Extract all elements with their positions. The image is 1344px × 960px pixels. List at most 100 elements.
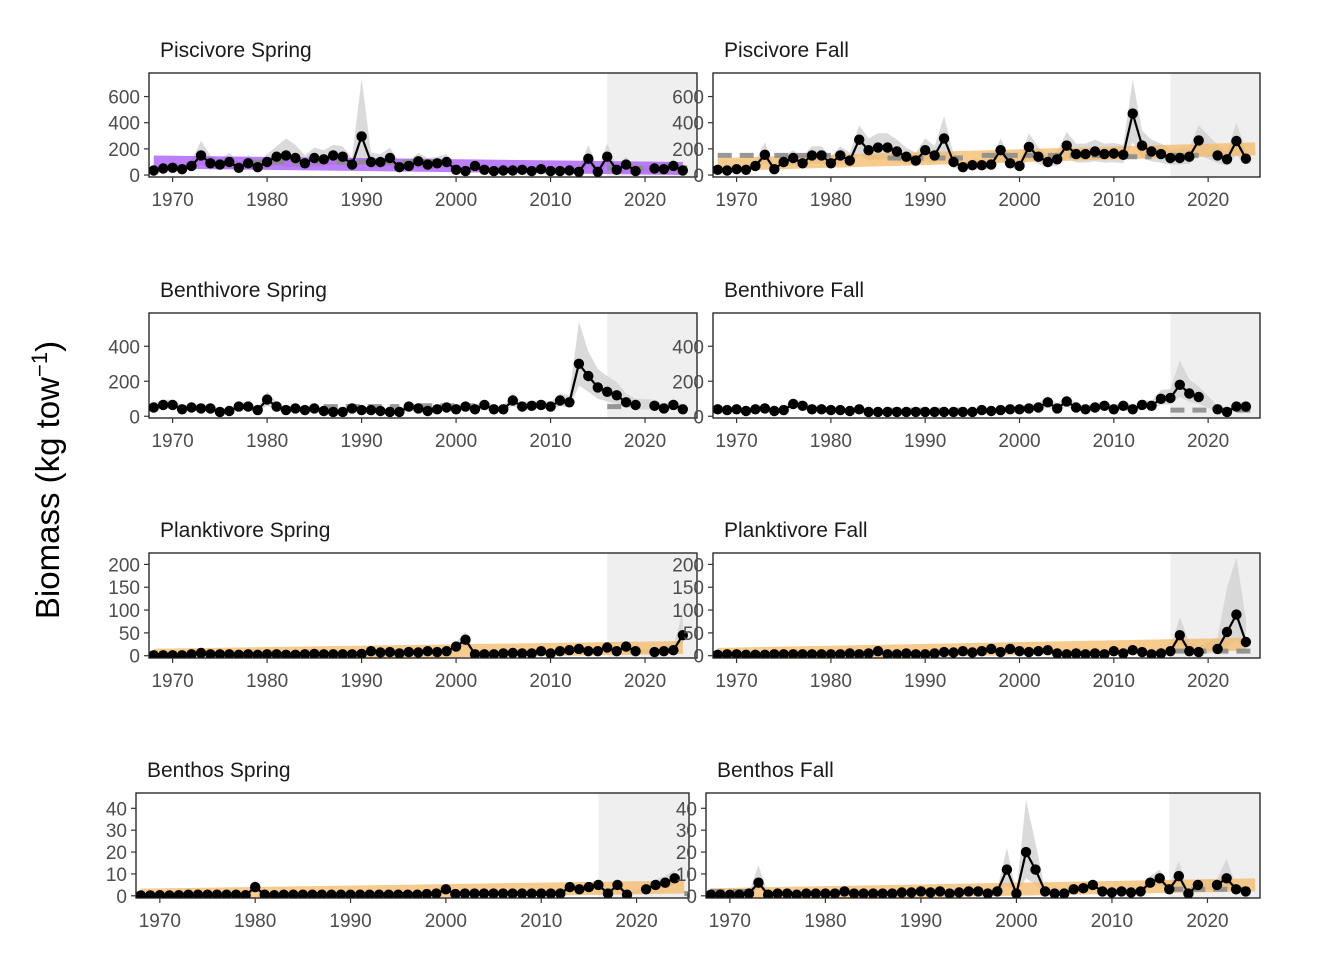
y-axis-title: Biomass (kg tow−1) — [27, 341, 66, 619]
data-point — [995, 646, 1006, 658]
data-point — [413, 647, 424, 658]
data-point — [1099, 400, 1110, 411]
data-point — [713, 164, 723, 175]
data-point — [872, 646, 884, 657]
panel-border — [712, 72, 1261, 178]
data-point — [318, 405, 329, 417]
data-point — [318, 154, 329, 165]
panel: Piscivore Fall 0 200 400 600 1970 1980 1990 2000… — [672, 39, 1261, 211]
data-point — [535, 399, 547, 411]
data-point — [394, 162, 405, 173]
data-point — [891, 146, 903, 157]
data-point — [1014, 160, 1025, 172]
data-point — [233, 401, 244, 412]
data-point — [986, 405, 997, 417]
y-tick-label: 100 — [108, 601, 140, 622]
data-point — [299, 158, 311, 169]
data-point — [901, 406, 912, 418]
data-point — [854, 134, 865, 145]
data-point — [403, 401, 414, 412]
data-point — [906, 887, 917, 898]
data-point — [1154, 873, 1165, 884]
x-tick-label: 2000 — [435, 190, 477, 211]
data-point — [1042, 645, 1054, 656]
data-point — [887, 888, 898, 898]
x-tick-label: 1980 — [810, 431, 852, 452]
data-point — [806, 150, 818, 161]
data-point — [1146, 400, 1157, 411]
data-point — [1127, 645, 1138, 656]
data-point — [891, 649, 903, 658]
y-tick-label: 200 — [672, 372, 704, 393]
data-point — [307, 889, 318, 898]
data-point — [154, 890, 165, 898]
data-point — [205, 649, 216, 658]
data-point — [450, 164, 462, 175]
x-tick-label: 2010 — [529, 431, 571, 452]
data-point — [816, 150, 827, 161]
data-point — [658, 646, 670, 657]
y-tick-label: 400 — [108, 337, 140, 358]
data-point — [394, 406, 405, 418]
data-point — [158, 163, 169, 174]
panel-plot-area — [149, 313, 697, 418]
data-point — [1089, 648, 1101, 658]
data-point — [1125, 887, 1137, 898]
data-point — [1146, 146, 1157, 157]
data-point — [592, 646, 603, 657]
data-point — [677, 404, 688, 415]
x-tick-label: 1980 — [234, 911, 276, 932]
data-point — [536, 888, 547, 898]
data-point — [788, 649, 799, 658]
x-tick-label: 1970 — [151, 431, 193, 452]
data-point — [612, 879, 623, 891]
data-point — [337, 151, 348, 162]
data-point — [278, 889, 289, 898]
data-point — [441, 646, 452, 657]
data-point — [1231, 401, 1242, 412]
data-point — [948, 156, 959, 168]
data-point — [982, 888, 993, 898]
data-point — [365, 156, 377, 168]
y-tick-label: 200 — [108, 555, 140, 576]
x-tick-label: 2010 — [1093, 671, 1135, 692]
data-point — [1014, 404, 1025, 415]
data-point — [920, 145, 931, 156]
data-point — [611, 646, 622, 657]
y-tick-label: 200 — [108, 372, 140, 393]
data-point — [602, 151, 613, 162]
data-point — [602, 642, 613, 653]
data-point — [1155, 648, 1167, 658]
data-point — [630, 646, 641, 657]
data-point — [1193, 646, 1204, 658]
data-point — [863, 648, 874, 658]
data-point — [214, 649, 226, 658]
data-point — [564, 881, 575, 893]
data-point — [145, 890, 156, 898]
y-tick-label: 40 — [106, 799, 127, 820]
data-point — [564, 645, 575, 656]
y-tick-label: 0 — [693, 647, 704, 668]
data-point — [621, 889, 633, 898]
data-point — [882, 142, 893, 153]
data-point — [176, 404, 188, 415]
data-point — [469, 404, 481, 415]
data-point — [896, 887, 907, 898]
data-point — [240, 890, 251, 898]
x-tick-label: 1970 — [151, 671, 193, 692]
data-point — [583, 153, 594, 164]
data-point — [309, 152, 320, 164]
y-tick-label: 400 — [108, 114, 140, 135]
data-point — [649, 400, 660, 411]
x-tick-label: 2020 — [624, 671, 666, 692]
data-point — [261, 156, 273, 168]
data-point — [1184, 646, 1195, 657]
panel-plot-area — [706, 793, 1260, 898]
data-point — [1042, 397, 1054, 408]
data-point — [450, 641, 462, 652]
data-point — [432, 404, 443, 415]
data-point — [469, 649, 481, 658]
data-point — [769, 405, 780, 417]
data-point — [668, 399, 679, 411]
